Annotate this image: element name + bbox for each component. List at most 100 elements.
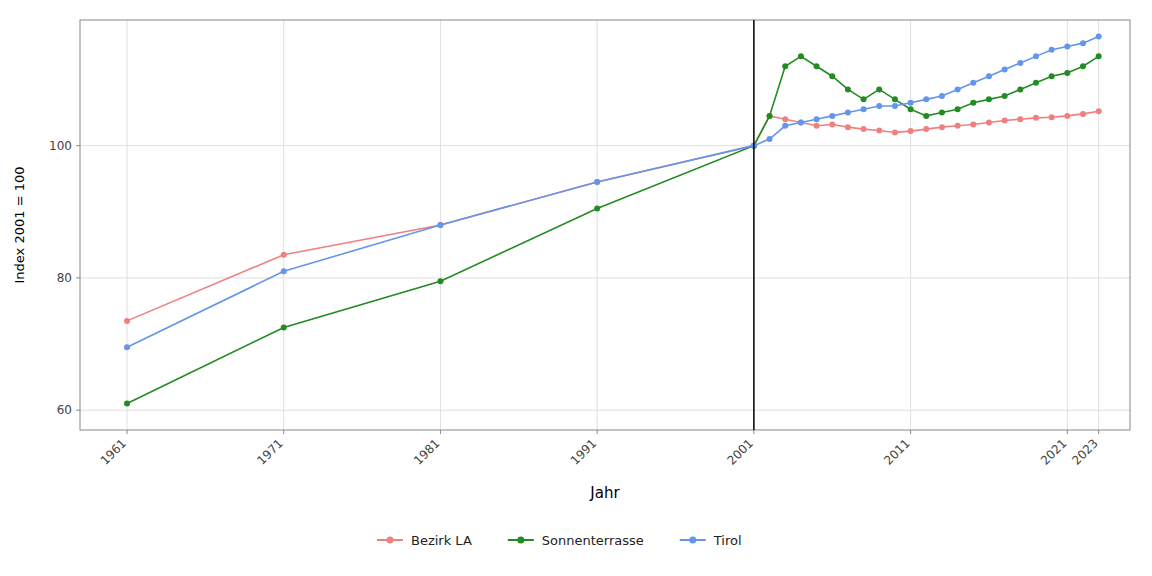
series-point [923,113,929,119]
grid-line-x [1067,20,1068,430]
series-point [986,73,992,79]
series-point [892,129,898,135]
series-point [970,80,976,86]
series-point [594,179,600,185]
legend-label: Tirol [713,533,742,548]
series-point [814,63,820,69]
x-tick [910,430,911,434]
series-point [845,124,851,130]
legend-marker [517,537,524,544]
series-point [876,103,882,109]
series-point [1017,116,1023,122]
legend-label: Bezirk LA [411,533,472,548]
x-tick-label: 1971 [254,436,285,467]
series-point [955,106,961,112]
grid-line-x [283,20,284,430]
series-point [1002,93,1008,99]
series-point [908,128,914,134]
x-tick-label: 1961 [98,436,129,467]
grid-line-y [80,145,1130,146]
series-point [970,121,976,127]
series-point [124,344,130,350]
reference-line [753,20,755,430]
series-point [1049,114,1055,120]
grid-line-x [753,20,754,430]
series-point [1064,113,1070,119]
series-point [1096,53,1102,59]
y-tick [76,410,80,411]
series-point [955,123,961,129]
series-point [798,120,804,126]
series-point [437,222,443,228]
x-tick-label: 2021 [1038,436,1069,467]
series-point [1033,115,1039,121]
series-point [281,325,287,331]
series-point [1096,108,1102,114]
series-point [892,103,898,109]
series-point [1017,86,1023,92]
grid-line-y [80,277,1130,278]
x-tick [440,430,441,434]
series-point [970,100,976,106]
x-tick [753,430,754,434]
x-tick-label: 1991 [568,436,599,467]
x-axis-label: Jahr [589,484,620,502]
series-point [782,116,788,122]
series-point [124,401,130,407]
series-point [955,86,961,92]
series-point [814,123,820,129]
y-tick [76,145,80,146]
series-point [798,53,804,59]
series-point [829,113,835,119]
series-point [798,120,804,126]
series-point [1033,80,1039,86]
series-line [127,56,1099,403]
series-point [594,179,600,185]
series-point [1049,47,1055,53]
x-tick [1067,430,1068,434]
y-axis-label: Index 2001 = 100 [12,167,27,284]
series-point [1049,73,1055,79]
series-point [281,268,287,274]
series-point [594,205,600,211]
series-point [923,96,929,102]
y-tick [76,277,80,278]
chart: 196119711981199120012011202120236080100J… [0,0,1152,576]
series-point [767,136,773,142]
legend-marker [689,537,696,544]
series-point [1080,63,1086,69]
x-tick [1098,430,1099,434]
x-tick-label: 1981 [411,436,442,467]
grid-line-y [80,410,1130,411]
series-point [767,113,773,119]
x-tick-label: 2011 [881,436,912,467]
series-point [782,63,788,69]
series-point [829,121,835,127]
series-point [281,252,287,258]
grid [80,20,1130,430]
grid-line-x [597,20,598,430]
series-point [939,93,945,99]
grid-line-x [127,20,128,430]
plot-data [124,20,1102,430]
series-line [127,37,1099,348]
series-point [829,73,835,79]
legend: Bezirk LASonnenterrasseTirol [377,533,742,548]
series-point [1064,70,1070,76]
series-point [861,106,867,112]
series-point [986,120,992,126]
series-point [908,106,914,112]
series-point [1033,53,1039,59]
series-point [861,126,867,132]
series-point [1080,40,1086,46]
series-point [1017,60,1023,66]
series-point [767,113,773,119]
series-point [861,96,867,102]
series-point [1080,111,1086,117]
series-point [845,110,851,116]
series-point [876,127,882,133]
series-line [127,111,1099,321]
x-tick [283,430,284,434]
series-point [876,86,882,92]
series-point [923,126,929,132]
